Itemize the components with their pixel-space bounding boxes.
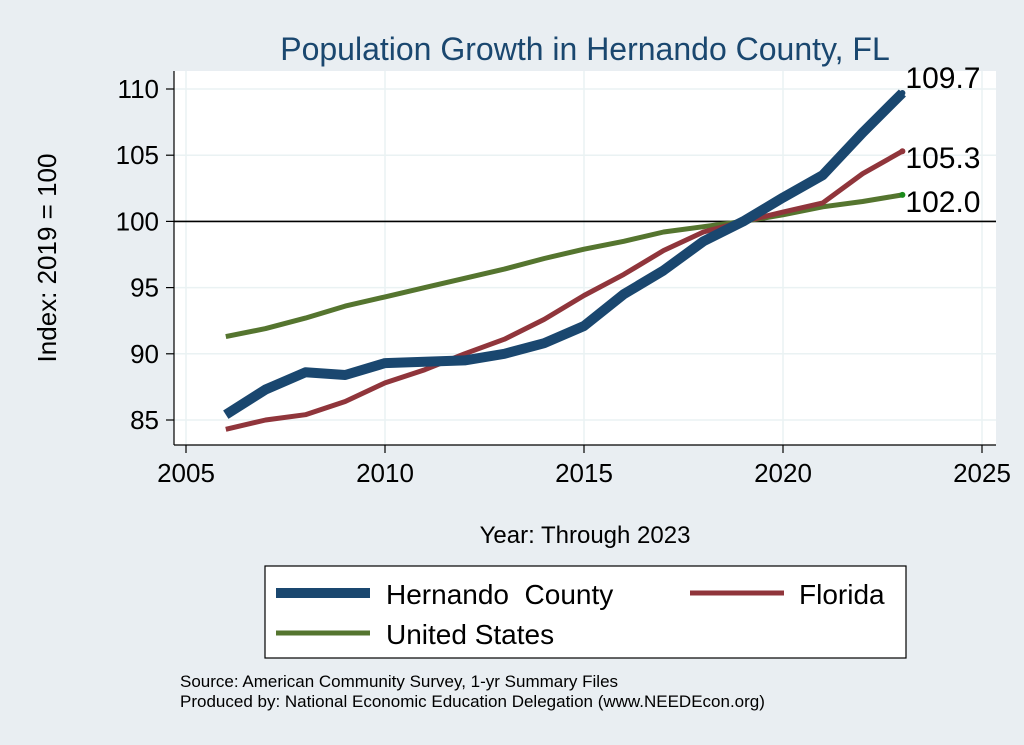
legend-label-florida: Florida <box>799 579 885 610</box>
legend-label-hernando: Hernando County <box>386 579 613 610</box>
y-tick-label: 85 <box>130 405 159 435</box>
x-tick-label: 2015 <box>555 458 613 488</box>
y-tick-label: 90 <box>130 339 159 369</box>
series-florida-end-marker <box>899 148 906 155</box>
y-tick-label: 105 <box>116 140 159 170</box>
series-us-end-label: 102.0 <box>905 186 980 219</box>
x-tick-label: 2010 <box>356 458 414 488</box>
chart-title: Population Growth in Hernando County, FL <box>280 31 890 67</box>
series-lines <box>223 89 906 432</box>
series-us-line <box>225 192 903 340</box>
series-florida-line <box>225 149 904 432</box>
y-tick-label: 110 <box>118 74 159 104</box>
y-tick-label: 100 <box>116 206 159 236</box>
x-tick-label: 2005 <box>157 458 215 488</box>
series-hernando-end-label: 109.7 <box>905 62 980 95</box>
legend-label-us: United States <box>386 619 554 650</box>
series-hernando-end-marker <box>899 89 906 96</box>
producer-line: Produced by: National Economic Education… <box>180 692 765 711</box>
legend-box <box>264 565 907 659</box>
y-axis-label: Index: 2019 = 100 <box>32 154 62 363</box>
x-tick-label: 2020 <box>754 458 812 488</box>
x-tick-label: 2025 <box>953 458 1011 488</box>
y-tick-label: 95 <box>130 273 159 303</box>
end-labels: 109.7 105.3 102.0 <box>899 62 980 219</box>
legend: Hernando County Florida United States <box>264 565 907 659</box>
series-florida-end-label: 105.3 <box>905 142 980 175</box>
series-us-end-marker <box>899 191 906 198</box>
series-hernando-line <box>223 89 906 419</box>
x-axis-label: Year: Through 2023 <box>480 522 691 549</box>
axis-ticks: 85 90 95 100 105 110 2005 2010 2015 2020 2025 <box>116 74 1011 488</box>
grid-lines <box>174 71 996 445</box>
source-line: Source: American Community Survey, 1-yr … <box>180 672 618 691</box>
